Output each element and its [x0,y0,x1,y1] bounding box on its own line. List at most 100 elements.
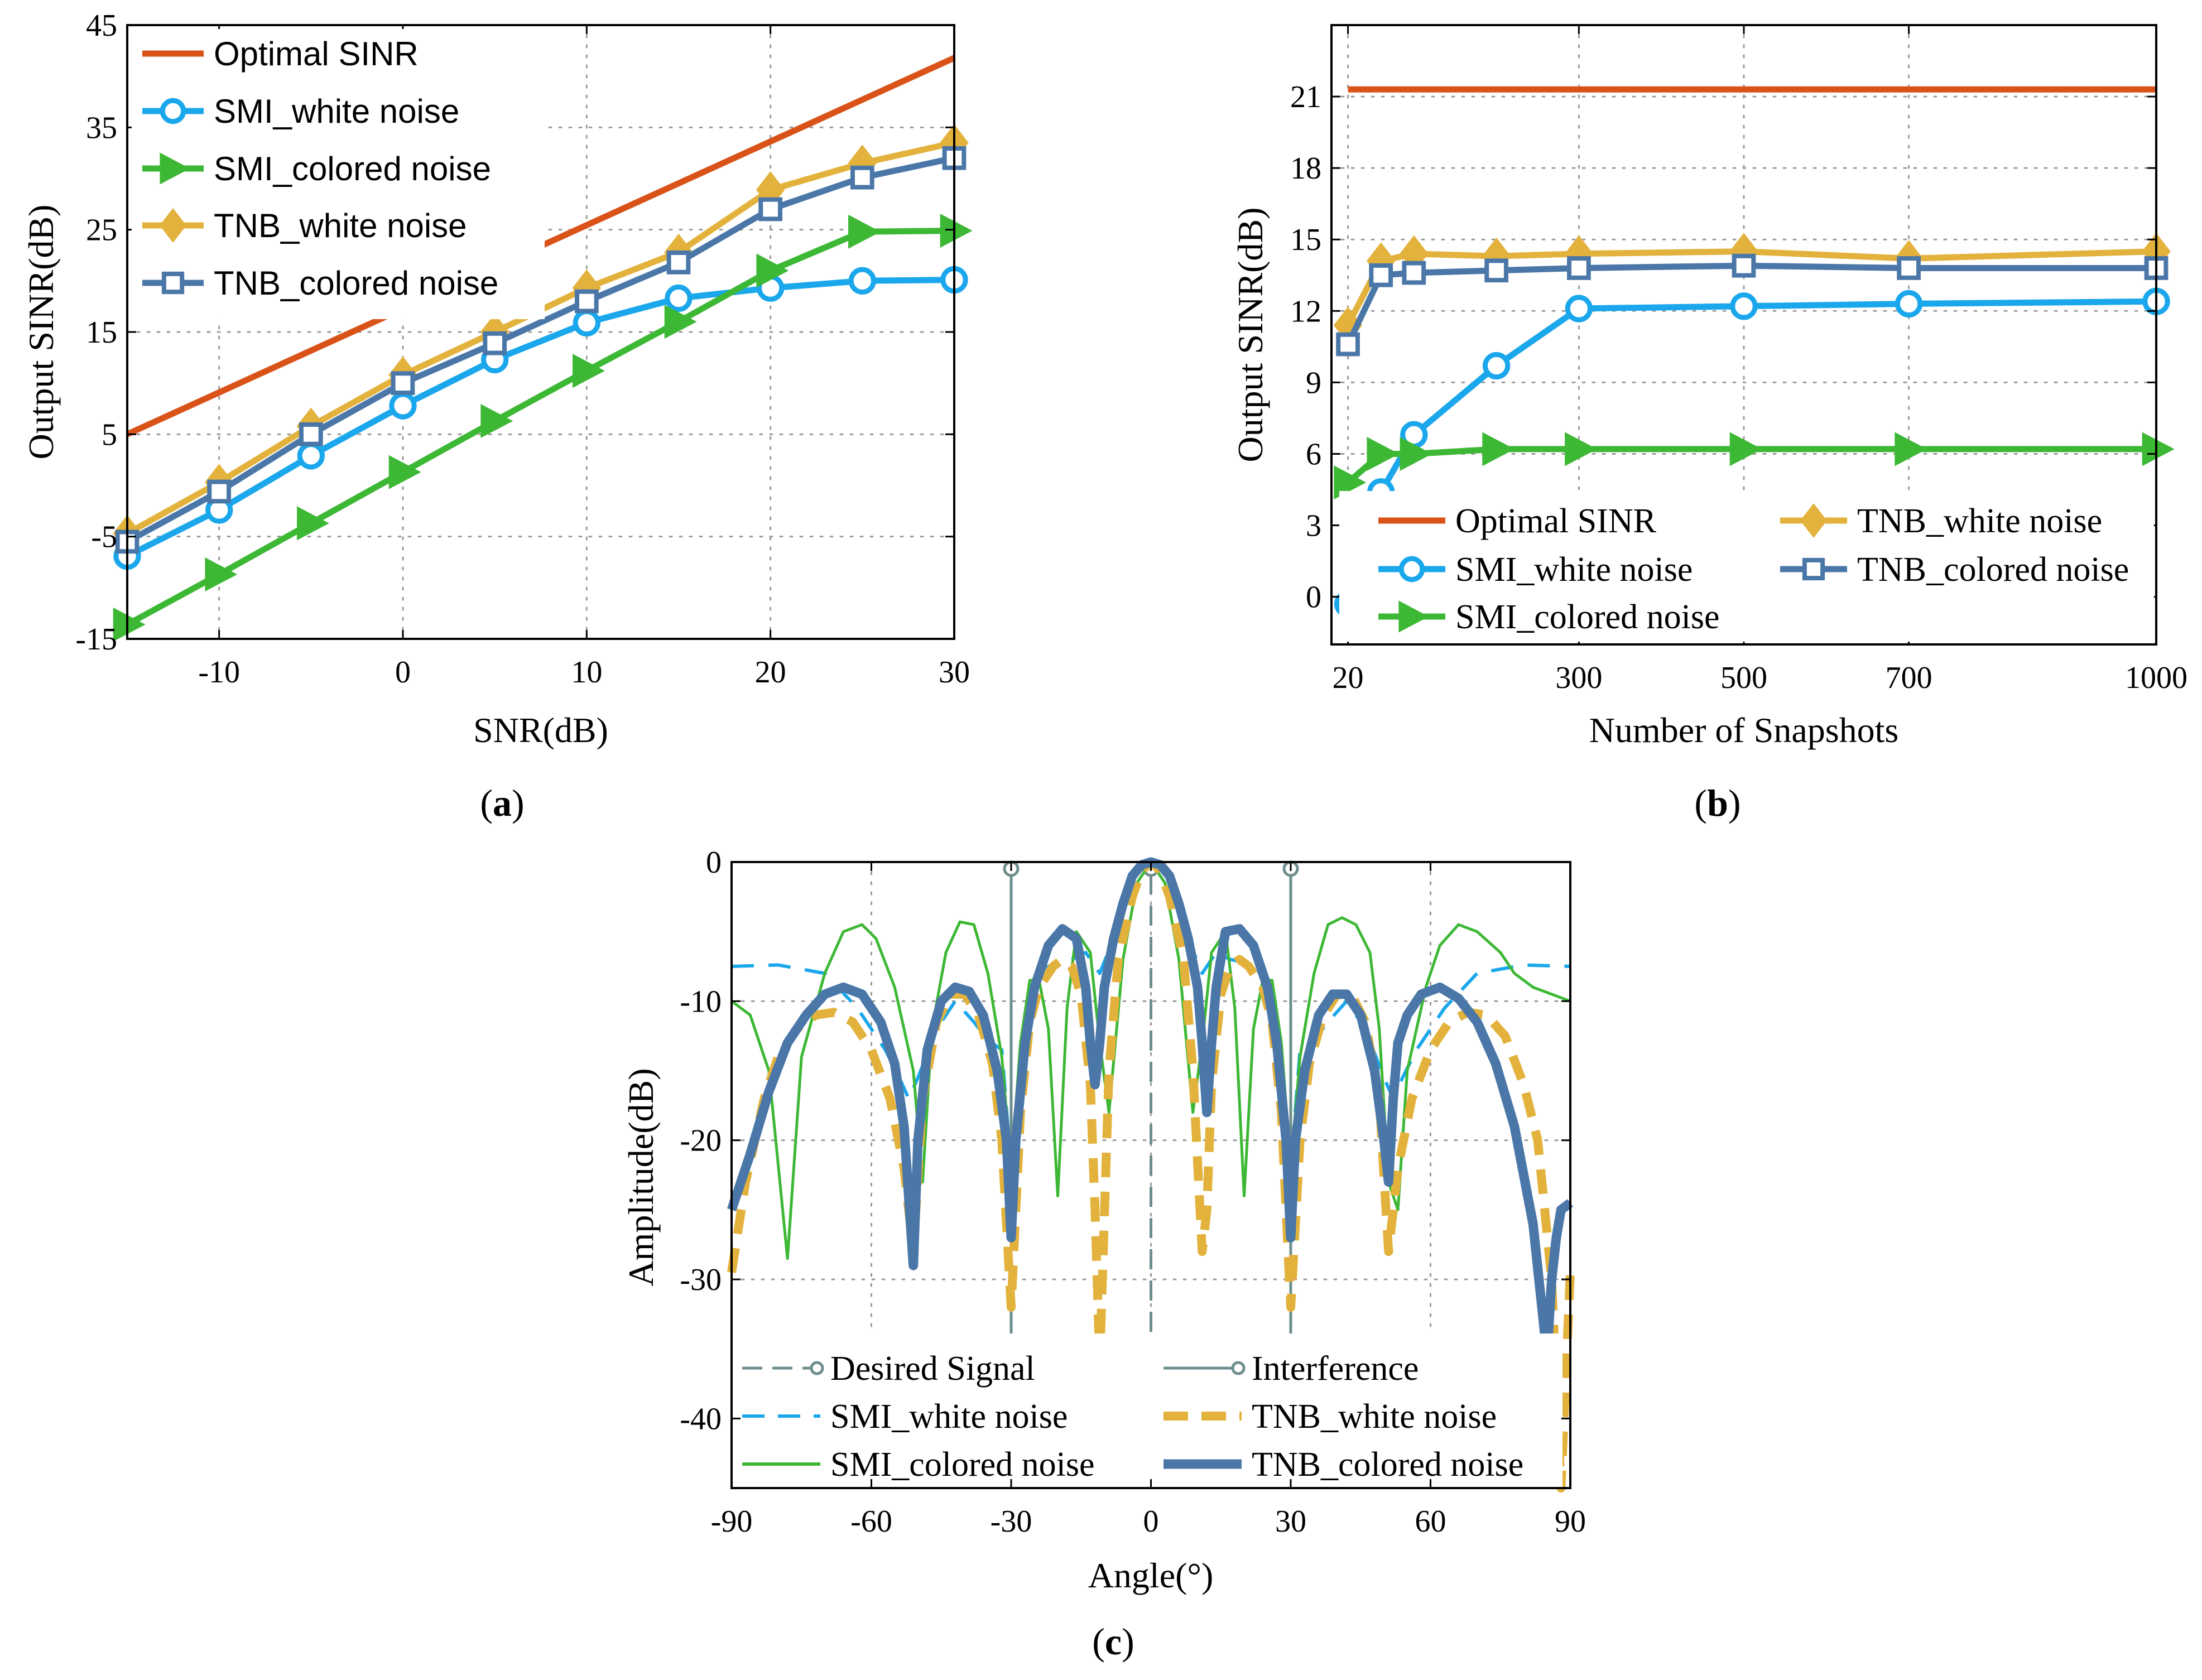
chart-a-ytick-label: 5 [102,417,117,452]
chart-a-xtick-label: 0 [395,655,411,690]
chart-b-marker-tnb_colored [1567,256,1591,280]
chart-b-ylabel: Output SINR(dB) [1230,208,1270,463]
chart-b-marker-tnb_colored [1369,263,1393,287]
chart-c-ytick-label: -40 [680,1402,722,1436]
chart-c-ticks: -90 -60 -30 0 30 60 90 -40 -30 -20 -10 0 [680,845,1586,1539]
chart-b-marker-tnb_colored [1336,332,1360,357]
chart-a-legend-label-smi_colored: SMI_colored noise [214,150,491,187]
chart-b-marker-smi_colored [1729,432,1762,466]
chart-a-xtick-label: 30 [939,655,970,690]
chart-a-ytick-label: -15 [75,622,117,657]
chart-b-ytick-label: 21 [1290,80,1321,114]
chart-a-marker-smi_colored [664,305,697,339]
chart-c-legend-label-tnb_colored: TNB_colored noise [1252,1446,1523,1484]
chart-b-marker-smi_white [1482,352,1511,380]
chart-a-marker-smi_colored [388,455,421,489]
chart-a-panel-letter: a [493,782,512,824]
chart-a-marker-smi_colored [205,557,238,591]
chart-b-xtick-label: 700 [1886,661,1932,695]
chart-a-marker-tnb_colored [666,250,691,275]
chart-a-series-smi_colored [126,228,955,628]
chart-a-legend-label-tnb_colored: TNB_colored noise [214,264,498,302]
chart-b-marker-smi_colored [1367,436,1400,471]
chart-c-legend-marker-desired [810,1361,824,1375]
chart-b-marker-smi_colored [2142,432,2175,466]
chart-c-legend-label-desired: Desired Signal [830,1350,1035,1388]
chart-a-marker-smi_white [665,284,693,312]
chart-a-legend: Optimal SINR SMI_white noise SMI_colored n… [132,29,545,319]
chart-b-legend-label-optimal: Optimal SINR [1455,502,1657,540]
chart-b-legend-label-tnb_white: TNB_white noise [1857,502,2102,540]
chart-a-panel-label: (a) [480,782,524,824]
chart-c-ylabel: Amplitude(dB) [621,1068,661,1286]
chart-a-marker-tnb_colored [850,165,874,190]
chart-b-marker-tnb_colored [1402,261,1426,285]
chart-a-marker-tnb_colored [483,331,507,355]
chart-c-legend-label-interference: Interference [1252,1350,1419,1388]
chart-b-legend-label-tnb_colored: TNB_colored noise [1857,551,2129,589]
chart-c-legend-box [738,1334,1562,1487]
chart-b-panel-label: (b) [1694,782,1741,824]
chart-b-xtick-label: 1000 [2125,661,2187,695]
chart-a-marker-tnb_colored [758,197,783,222]
chart-a-xlabel: SNR(dB) [473,710,608,750]
chart-b-ticks: 20 300 500 700 1000 0 3 6 9 12 15 18 21 [1290,25,2187,695]
chart-a-marker-tnb_colored [207,479,232,504]
chart-b-legend-marker-smi_colored [1398,600,1429,633]
chart-c-xlabel: Angle(°) [1088,1556,1214,1595]
chart-a-ytick-label: 45 [86,8,117,43]
chart-a-marker-smi_white [389,392,417,420]
chart-c-legend-label-smi_white: SMI_white noise [830,1398,1068,1436]
chart-c-xtick-label: 60 [1415,1504,1446,1539]
chart-a-ylabel: Output SINR(dB) [21,205,61,460]
chart-b-marker-smi_colored [1895,432,1927,466]
chart-b-ytick-label: 0 [1306,580,1321,615]
chart-a-ytick-label: -5 [91,520,117,555]
chart-a-ytick-label: 35 [86,110,117,145]
chart-a-series-tnb_colored [126,155,955,545]
chart-a-legend-marker-smi_white [160,98,186,124]
chart-b-marker-smi_white [1730,292,1758,320]
chart-c-ytick-label: -20 [680,1124,722,1158]
chart-a-legend-marker-smi_colored [160,152,190,185]
chart-a-ticks: -10 0 10 20 30 -15 -5 5 15 25 35 45 [75,8,970,690]
chart-b-marker-smi_colored [1565,432,1598,466]
chart-b-xtick-label: 300 [1555,661,1602,695]
chart-b-ytick-label: 18 [1290,151,1321,186]
chart-b-marker-smi_white [1565,295,1593,322]
chart-b-ytick-label: 9 [1306,365,1321,400]
chart-a-series [113,55,973,642]
chart-b-legend: Optimal SINR SMI_white noise SMI_colored n… [1339,491,2154,642]
chart-b-marker-tnb_colored [1484,258,1508,283]
chart-b-ytick-label: 12 [1290,294,1321,329]
chart-c: Desired Signal Interference SMI_white nois… [621,845,1586,1663]
chart-a-marker-smi_colored [848,214,881,249]
chart-a-marker-smi_colored [940,214,973,248]
chart-c-xtick-label: -30 [991,1504,1032,1539]
chart-a-marker-smi_colored [480,404,513,438]
chart-a-legend-marker-tnb_colored [161,271,185,295]
chart-a-series-smi_white [126,277,955,559]
chart-b-legend-label-smi_colored: SMI_colored noise [1455,598,1720,636]
chart-a-marker-tnb_colored [299,422,323,446]
chart-b-marker-tnb_colored [1732,253,1756,278]
chart-c-legend-label-smi_colored: SMI_colored noise [830,1446,1095,1484]
chart-a-ytick-label: 15 [86,315,117,350]
chart-a-marker-smi_white [573,309,600,337]
chart-a-xtick-label: 10 [571,655,602,690]
chart-b-panel-letter: b [1707,782,1728,824]
chart-c-ytick-label: -10 [680,984,722,1019]
chart-c-panel-label: (c) [1092,1620,1134,1663]
chart-b-ytick-label: 3 [1306,509,1321,543]
chart-b-ytick-label: 15 [1290,223,1321,257]
chart-b-legend-marker-smi_white [1398,556,1425,583]
chart-a-legend-label-optimal: Optimal SINR [214,35,419,73]
chart-a-marker-smi_colored [756,253,789,288]
chart-c-xtick-label: -60 [850,1504,892,1539]
chart-a-legend-label-tnb_white: TNB_white noise [214,207,467,244]
chart-c-xtick-label: -90 [711,1504,753,1539]
chart-b-series [1333,86,2175,618]
chart-c-xtick-label: 30 [1275,1504,1306,1539]
chart-a-marker-smi_white [297,442,325,470]
